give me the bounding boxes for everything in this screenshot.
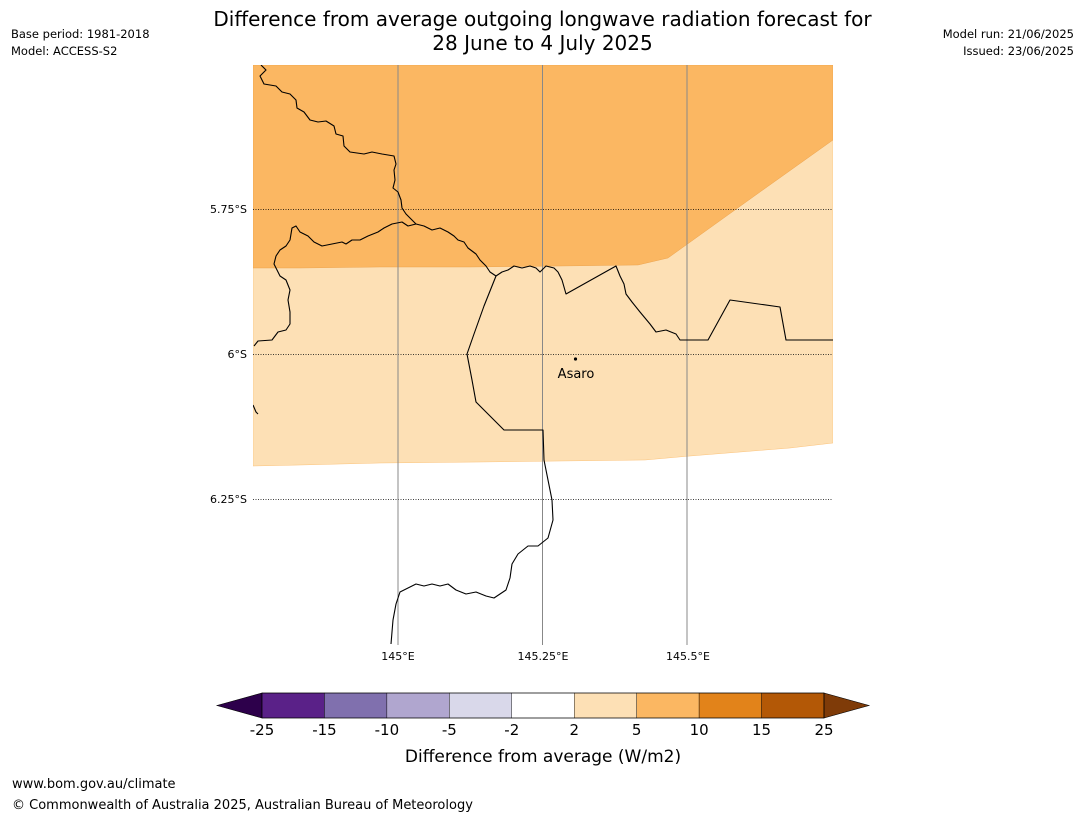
colorbar-tick-label: -25 (250, 721, 275, 739)
colorbar-segment (761, 692, 825, 719)
colorbar-segment (386, 692, 450, 719)
colorbar-tick-label: -10 (375, 721, 400, 739)
colorbar-segment (574, 692, 637, 719)
footer: www.bom.gov.au/climate © Commonwealth of… (12, 774, 473, 816)
forecast-map: Asaro 5.75°S 6°S 6.25°S 145°E 145.25°E 1… (210, 65, 871, 767)
header-left-info: Base period: 1981-2018 Model: ACCESS-S2 (11, 26, 150, 60)
colorbar-outline (261, 692, 825, 719)
colorbar-segment (636, 692, 700, 719)
colorbar-tick-label: 10 (690, 721, 709, 739)
colorbar-segment (511, 692, 575, 719)
model-label: Model: ACCESS-S2 (11, 44, 118, 58)
map-plot-area: Asaro (253, 65, 833, 645)
asaro-label: Asaro (558, 367, 595, 382)
colorbar-segment (449, 692, 512, 719)
map-title: Difference from average outgoing longwav… (150, 7, 935, 55)
lon-label-145e: 145°E (381, 650, 414, 663)
title-line-1: Difference from average outgoing longwav… (213, 7, 872, 31)
asaro-marker (573, 357, 578, 361)
colorbar-over-arrow (823, 692, 871, 719)
lat-label-5-75s: 5.75°S (210, 203, 247, 216)
colorbar-segment (324, 692, 388, 719)
colorbar-tick-label: -15 (312, 721, 337, 739)
colorbar-tick-label: 15 (752, 721, 771, 739)
colorbar: -25 -15 -10 -5 -2 2 5 10 15 25 Difference from av… (215, 692, 871, 767)
colorbar-tick-label: 25 (814, 721, 833, 739)
boundary-south-central (390, 275, 554, 645)
colorbar-under-arrow (215, 692, 263, 719)
boundary-northwest (253, 65, 417, 347)
lon-label-145-5e: 145.5°E (666, 650, 710, 663)
header-right-info: Model run: 21/06/2025 Issued: 23/06/2025 (943, 26, 1074, 60)
colorbar-tick-label: -5 (442, 721, 457, 739)
lat-label-6s: 6°S (228, 348, 247, 361)
boundary-west-fragment (253, 404, 259, 415)
issued-label: Issued: 23/06/2025 (963, 44, 1074, 58)
province-boundaries (253, 65, 833, 645)
colorbar-tick-label: 2 (569, 721, 579, 739)
colorbar-segment (698, 692, 762, 719)
longitude-gridlines (397, 65, 688, 645)
footer-url: www.bom.gov.au/climate (12, 777, 176, 792)
title-line-2: 28 June to 4 July 2025 (432, 31, 653, 55)
model-run-label: Model run: 21/06/2025 (942, 27, 1074, 41)
lon-label-145-25e: 145.25°E (518, 650, 569, 663)
colorbar-tick-label: -2 (504, 721, 519, 739)
colorbar-segments (261, 692, 825, 719)
lat-label-6-25s: 6.25°S (210, 493, 247, 506)
colorbar-tick-label: 5 (632, 721, 642, 739)
colorbar-segment (261, 692, 325, 719)
base-period-label: Base period: 1981-2018 (11, 27, 150, 41)
footer-copyright: © Commonwealth of Australia 2025, Austra… (12, 798, 473, 813)
colorbar-tick-labels: -25 -15 -10 -5 -2 2 5 10 15 25 (250, 721, 834, 739)
boundary-north-central (415, 223, 833, 341)
colorbar-title: Difference from average (W/m2) (405, 747, 681, 767)
